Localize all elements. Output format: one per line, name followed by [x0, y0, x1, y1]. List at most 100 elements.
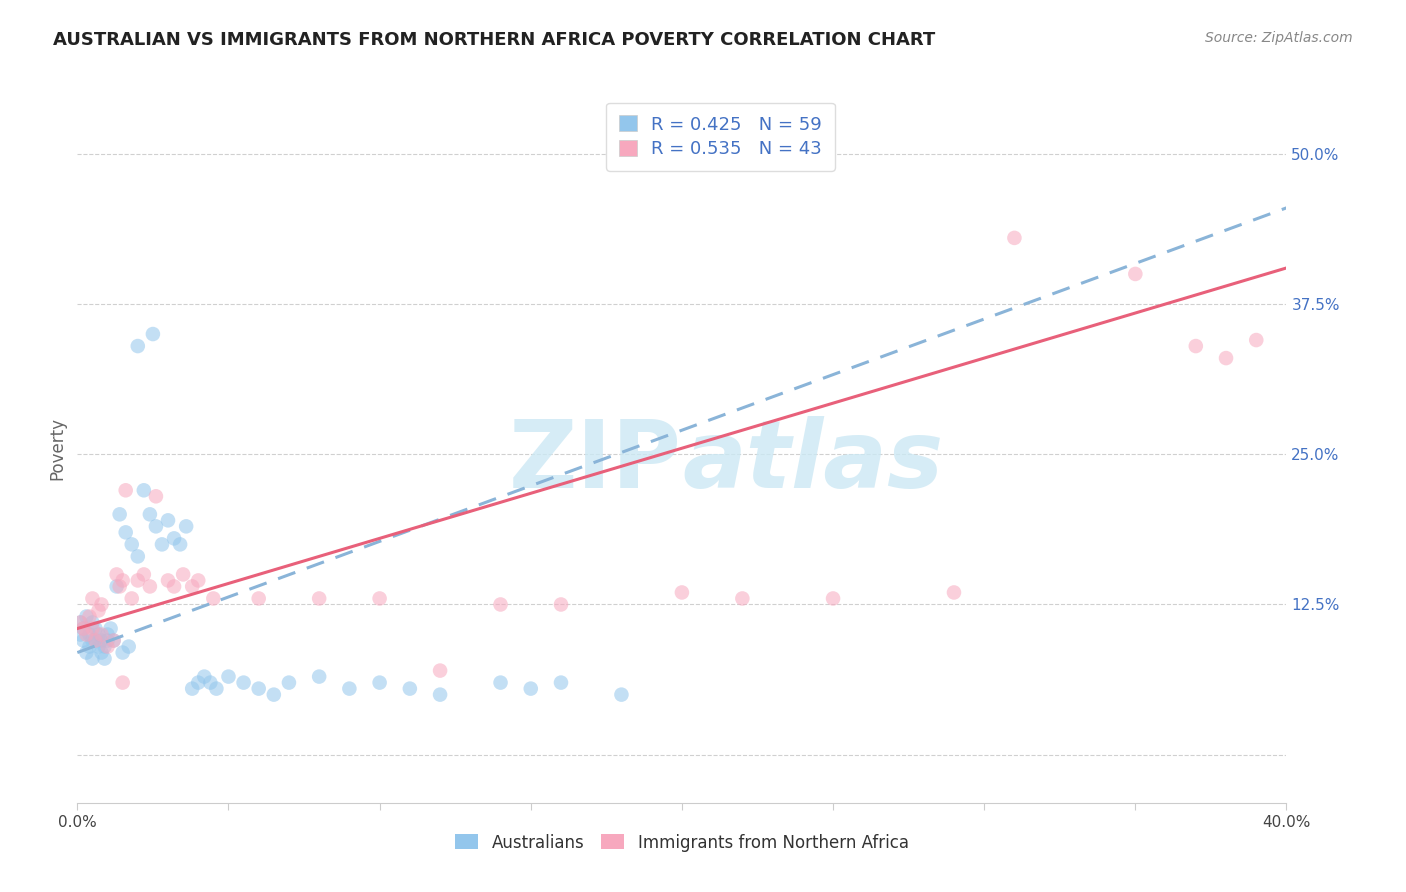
Point	[108, 579, 131, 593]
Point	[93, 640, 115, 654]
Point	[93, 651, 115, 665]
Text: atlas: atlas	[682, 417, 943, 508]
Point	[72, 622, 94, 636]
Point	[671, 585, 693, 599]
Point	[114, 483, 136, 498]
Point	[96, 633, 118, 648]
Point	[121, 591, 143, 606]
Point	[731, 591, 754, 606]
Point	[90, 627, 112, 641]
Point	[142, 326, 165, 341]
Point	[79, 627, 101, 641]
Point	[181, 579, 204, 593]
Point	[218, 670, 240, 684]
Point	[90, 646, 112, 660]
Point	[1184, 339, 1206, 353]
Point	[399, 681, 422, 696]
Point	[139, 579, 162, 593]
Point	[84, 622, 107, 636]
Point	[1123, 267, 1146, 281]
Point	[429, 664, 451, 678]
Point	[75, 646, 97, 660]
Point	[337, 681, 360, 696]
Point	[111, 646, 134, 660]
Point	[157, 574, 180, 588]
Point	[232, 675, 254, 690]
Point	[84, 633, 107, 648]
Point	[202, 591, 225, 606]
Point	[145, 519, 167, 533]
Point	[105, 579, 128, 593]
Point	[247, 591, 270, 606]
Point	[1215, 351, 1237, 365]
Point	[82, 651, 104, 665]
Point	[172, 567, 194, 582]
Point	[114, 525, 136, 540]
Point	[610, 688, 633, 702]
Point	[1246, 333, 1268, 347]
Point	[163, 579, 186, 593]
Point	[132, 567, 155, 582]
Point	[69, 627, 91, 641]
Point	[181, 681, 204, 696]
Point	[72, 633, 94, 648]
Point	[145, 489, 167, 503]
Point	[169, 537, 191, 551]
Y-axis label: Poverty: Poverty	[48, 417, 66, 480]
Point	[75, 609, 97, 624]
Point	[96, 640, 118, 654]
Point	[84, 633, 107, 648]
Point	[127, 574, 149, 588]
Point	[87, 603, 110, 617]
Point	[550, 598, 572, 612]
Point	[82, 633, 104, 648]
Point	[174, 519, 197, 533]
Point	[103, 633, 125, 648]
Point	[96, 627, 118, 641]
Point	[187, 574, 209, 588]
Point	[103, 633, 125, 648]
Point	[520, 681, 543, 696]
Point	[821, 591, 844, 606]
Point	[87, 640, 110, 654]
Point	[111, 574, 134, 588]
Point	[187, 675, 209, 690]
Point	[205, 681, 228, 696]
Point	[69, 615, 91, 630]
Point	[87, 627, 110, 641]
Point	[90, 598, 112, 612]
Point	[157, 513, 180, 527]
Point	[79, 609, 101, 624]
Point	[308, 670, 330, 684]
Point	[429, 688, 451, 702]
Point	[163, 532, 186, 546]
Point	[489, 675, 512, 690]
Point	[105, 567, 128, 582]
Point	[111, 675, 134, 690]
Point	[263, 688, 285, 702]
Text: ZIP: ZIP	[509, 417, 682, 508]
Point	[200, 675, 222, 690]
Text: AUSTRALIAN VS IMMIGRANTS FROM NORTHERN AFRICA POVERTY CORRELATION CHART: AUSTRALIAN VS IMMIGRANTS FROM NORTHERN A…	[53, 31, 935, 49]
Point	[82, 591, 104, 606]
Point	[132, 483, 155, 498]
Point	[118, 640, 141, 654]
Point	[139, 508, 162, 522]
Text: Source: ZipAtlas.com: Source: ZipAtlas.com	[1205, 31, 1353, 45]
Point	[308, 591, 330, 606]
Point	[82, 615, 104, 630]
Point	[108, 508, 131, 522]
Point	[193, 670, 215, 684]
Point	[75, 627, 97, 641]
Point	[100, 622, 122, 636]
Point	[72, 622, 94, 636]
Point	[121, 537, 143, 551]
Point	[1004, 231, 1026, 245]
Point	[247, 681, 270, 696]
Point	[82, 622, 104, 636]
Point	[942, 585, 965, 599]
Point	[150, 537, 173, 551]
Point	[368, 591, 391, 606]
Point	[127, 549, 149, 564]
Point	[550, 675, 572, 690]
